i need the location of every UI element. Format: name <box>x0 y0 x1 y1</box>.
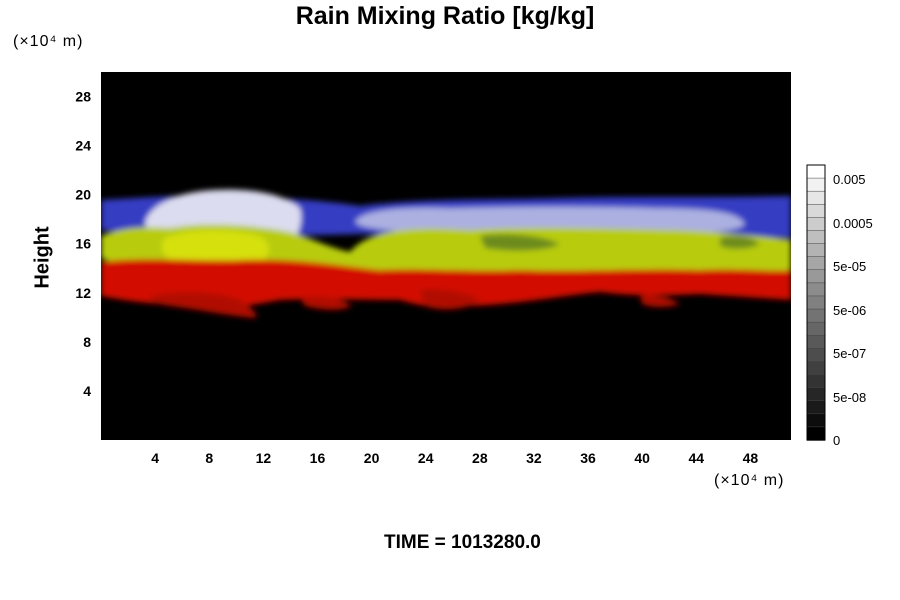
colorbar-segment <box>806 269 826 284</box>
colorbar-segment <box>806 217 826 232</box>
colorbar-segment <box>806 426 826 441</box>
y-axis-ticks: 4 8 12 16 20 24 28 <box>75 89 91 399</box>
colorbar-segment <box>806 282 826 297</box>
x-tick-label: 24 <box>418 450 434 466</box>
y-tick-label: 20 <box>75 187 91 203</box>
green-patches <box>480 234 760 251</box>
colorbar-segment <box>806 321 826 336</box>
colorbar-segment <box>806 387 826 402</box>
colorbar-segment <box>806 256 826 271</box>
colorbar-frame <box>806 164 826 441</box>
colorbar-segment <box>806 308 826 323</box>
yellow-core <box>161 230 269 267</box>
colorbar-tick-label: 0.0005 <box>833 216 873 231</box>
colorbar-tick-label: 5e-07 <box>833 346 866 361</box>
colorbar-segment <box>806 204 826 219</box>
colorbar-segment <box>806 190 826 206</box>
y-tick-label: 16 <box>75 236 91 252</box>
x-tick-label: 4 <box>151 450 159 466</box>
chart-title: Rain Mixing Ratio [kg/kg] <box>295 2 595 30</box>
colorbar-segment <box>806 334 826 350</box>
colorbar-labels: 0.005 0.0005 5e-05 5e-06 5e-07 5e-08 0 <box>833 172 873 448</box>
y-tick-label: 28 <box>75 89 91 105</box>
time-label: TIME = 1013280.0 <box>384 532 541 553</box>
y-axis-unit: (×10⁴ m) <box>13 33 84 50</box>
y-tick-label: 4 <box>83 383 91 399</box>
x-tick-label: 36 <box>580 450 596 466</box>
y-tick-label: 24 <box>75 138 91 154</box>
colorbar-segment <box>806 413 826 428</box>
x-tick-label: 28 <box>472 450 488 466</box>
x-tick-label: 8 <box>205 450 213 466</box>
x-tick-label: 40 <box>634 450 650 466</box>
x-axis-ticks: 4 8 12 16 20 24 28 32 36 40 44 48 <box>151 450 758 466</box>
colorbar-segment <box>806 243 826 258</box>
colorbar-segment <box>806 164 826 179</box>
white-cap-right <box>355 206 745 234</box>
colorbar-tick-label: 0.005 <box>833 172 866 187</box>
colorbar-segment <box>806 400 826 415</box>
x-tick-label: 20 <box>364 450 380 466</box>
x-tick-label: 16 <box>310 450 326 466</box>
colorbar-tick-label: 5e-08 <box>833 390 866 405</box>
x-tick-label: 32 <box>526 450 542 466</box>
colorbar-tick-label: 5e-06 <box>833 303 866 318</box>
y-tick-label: 8 <box>83 334 91 350</box>
x-axis-unit: (×10⁴ m) <box>714 472 785 489</box>
rain-field <box>101 189 791 318</box>
colorbar-segment <box>806 348 826 363</box>
colorbar <box>806 164 826 441</box>
colorbar-segment <box>806 361 826 376</box>
colorbar-tick-label: 5e-05 <box>833 259 866 274</box>
y-tick-label: 12 <box>75 285 91 301</box>
colorbar-segment <box>806 295 826 310</box>
colorbar-segment <box>806 374 826 389</box>
colorbar-tick-label: 0 <box>833 433 840 448</box>
red-band <box>101 259 791 308</box>
x-tick-label: 44 <box>689 450 705 466</box>
x-tick-label: 48 <box>743 450 759 466</box>
x-tick-label: 12 <box>256 450 272 466</box>
colorbar-segment <box>806 230 826 245</box>
colorbar-segment <box>806 177 826 192</box>
